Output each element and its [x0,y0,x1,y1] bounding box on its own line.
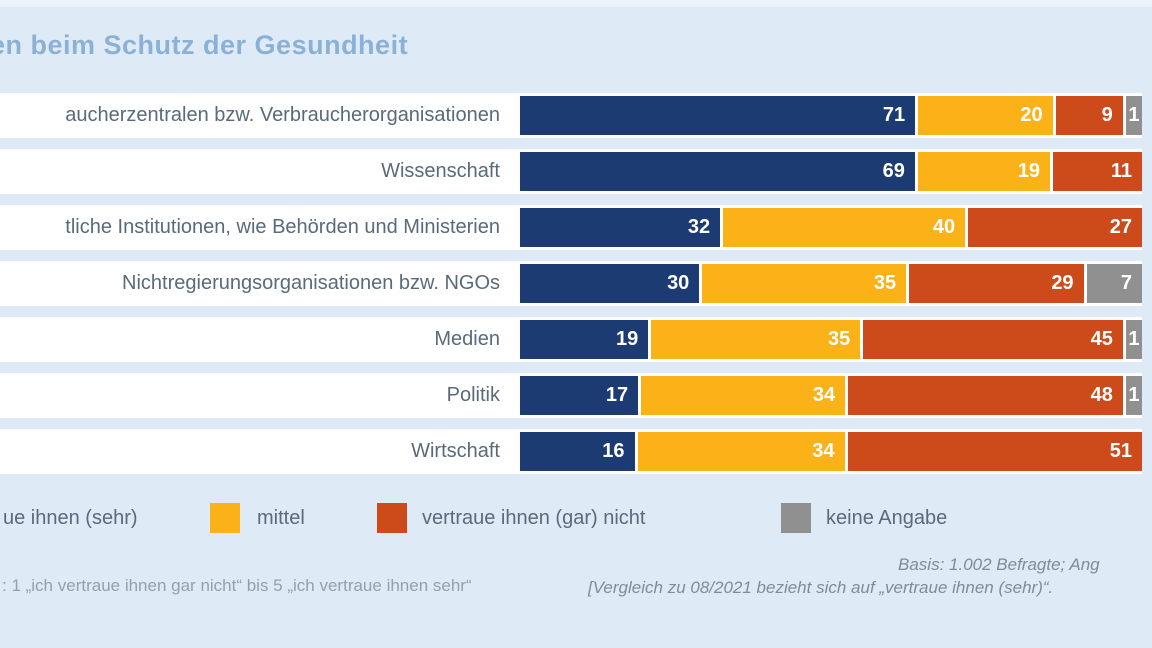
bar-segment: 69 [520,152,915,191]
bar-segment: 45 [863,320,1123,359]
bar-value: 9 [1101,104,1113,126]
bar-segment: 19 [917,152,1051,191]
legend-swatch-trust-low [377,503,407,533]
bar-value: 34 [812,384,836,406]
bar-value: 19 [615,328,639,350]
bar-segment: 32 [520,208,721,247]
bar-value: 35 [873,272,897,294]
row-label: Nichtregierungsorganisationen bzw. NGOs [122,272,500,294]
row-bars: 30 35 29 7 [520,264,1142,303]
bar-value: 1 [1128,104,1140,126]
legend: ue ihnen (sehr) mittel vertraue ihnen (g… [0,503,1152,535]
chart-row: Wirtschaft 16 34 51 [0,429,1142,474]
bar-segment: 27 [968,208,1142,247]
bar-value: 7 [1120,272,1132,294]
row-bars: 16 34 51 [520,432,1142,471]
row-bars: 32 40 27 [520,208,1142,247]
bar-value: 17 [605,384,629,406]
bar-segment: 17 [520,376,639,415]
bar-segment: 1 [1125,96,1142,135]
bar-value: 32 [687,216,711,238]
chart-row: Nichtregierungsorganisationen bzw. NGOs 3… [0,261,1142,306]
bar-value: 19 [1017,160,1041,182]
bar-segment: 11 [1053,152,1142,191]
chart-title: en beim Schutz der Gesundheit [0,30,409,60]
bar-value: 45 [1090,328,1113,350]
bar-segment: 48 [848,376,1123,415]
chart-row: Wissenschaft 69 19 11 [0,149,1142,194]
bar-segment: 9 [1055,96,1123,135]
bar-value: 40 [932,216,956,238]
bar-segment: 34 [637,432,845,471]
legend-label-no-answer: keine Angabe [826,507,948,529]
bar-segment: 35 [702,264,907,303]
bar-value: 1 [1128,328,1140,350]
bar-value: 69 [882,160,905,182]
bar-segment: 7 [1086,264,1142,303]
bar-segment: 19 [520,320,649,359]
legend-label-trust-low: vertraue ihnen (gar) nicht [422,507,646,529]
bar-segment: 20 [918,96,1053,135]
bar-value: 16 [602,440,625,462]
footnote-basis: Basis: 1.002 Befragte; Ang [898,555,1100,574]
chart-row: Medien 19 35 45 1 [0,317,1142,362]
bar-value: 20 [1020,104,1043,126]
legend-label-medium: mittel [257,507,305,529]
bar-value: 1 [1128,384,1140,406]
bar-segment: 35 [651,320,861,359]
bar-segment: 34 [641,376,846,415]
bar-value: 27 [1109,216,1132,238]
top-edge-strip [0,0,1152,7]
chart-row: aucherzentralen bzw. Verbraucherorganisa… [0,93,1142,138]
chart-rows: aucherzentralen bzw. Verbraucherorganisa… [0,93,1142,485]
row-label: Wirtschaft [411,440,500,462]
bar-value: 48 [1090,384,1113,406]
bar-value: 51 [1109,440,1132,462]
row-bars: 19 35 45 1 [520,320,1142,359]
row-bars: 69 19 11 [520,152,1142,191]
footnote-comparison: [Vergleich zu 08/2021 bezieht sich auf „… [588,578,1054,597]
bar-segment: 30 [520,264,700,303]
chart-row: tliche Institutionen, wie Behörden und M… [0,205,1142,250]
bar-value: 11 [1110,160,1132,182]
row-label: Politik [446,384,500,406]
row-label: Medien [434,328,500,350]
legend-label-trust-high: ue ihnen (sehr) [3,507,138,529]
row-bars: 71 20 9 1 [520,96,1142,135]
bar-value: 30 [667,272,690,294]
footnote-scale: : 1 „ich vertraue ihnen gar nicht“ bis 5… [2,576,472,595]
bar-segment: 1 [1125,376,1142,415]
row-label: aucherzentralen bzw. Verbraucherorganisa… [65,104,500,126]
row-bars: 17 34 48 1 [520,376,1142,415]
bar-segment: 16 [520,432,635,471]
bar-segment: 1 [1125,320,1142,359]
bar-value: 29 [1051,272,1074,294]
bar-value: 71 [882,104,906,126]
bar-segment: 71 [520,96,916,135]
chart-row: Politik 17 34 48 1 [0,373,1142,418]
bar-segment: 40 [723,208,966,247]
row-label: tliche Institutionen, wie Behörden und M… [65,216,500,238]
bar-value: 35 [828,328,851,350]
bar-value: 34 [812,440,835,462]
legend-swatch-medium [210,503,240,533]
bar-segment: 51 [847,432,1142,471]
bar-segment: 29 [909,264,1084,303]
legend-swatch-no-answer [781,503,811,533]
row-label: Wissenschaft [381,160,500,182]
